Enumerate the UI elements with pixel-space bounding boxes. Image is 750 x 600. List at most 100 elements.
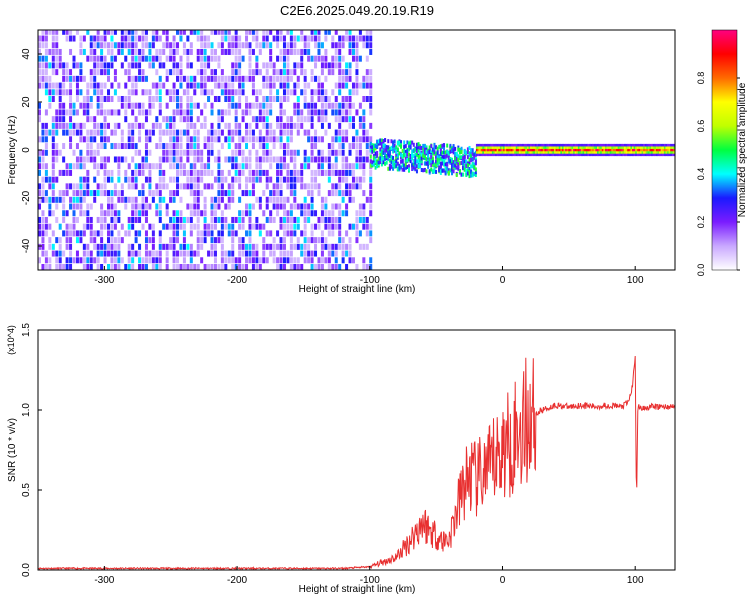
- heatmap-cell: [172, 223, 176, 230]
- heatmap-cell: [131, 48, 135, 55]
- heatmap-cell: [460, 172, 463, 177]
- heatmap-cell: [496, 143, 499, 147]
- heatmap-cell: [310, 30, 314, 35]
- heatmap-cell: [138, 203, 142, 210]
- heatmap-cell: [82, 75, 86, 82]
- heatmap-cell: [649, 146, 652, 149]
- heatmap-cell: [427, 162, 430, 167]
- heatmap-cell: [176, 136, 180, 143]
- heatmap-cell: [483, 151, 486, 154]
- heatmap-cell: [581, 151, 584, 154]
- heatmap-cell: [341, 35, 345, 42]
- heatmap-cell: [138, 69, 142, 76]
- heatmap-cell: [314, 109, 318, 116]
- heatmap-cell: [110, 257, 114, 264]
- heatmap-cell: [546, 151, 549, 154]
- heatmap-cell: [141, 163, 145, 170]
- heatmap-cell: [557, 151, 560, 154]
- heatmap-cell: [362, 176, 366, 183]
- heatmap-cell: [79, 257, 83, 264]
- heatmap-cell: [196, 216, 200, 223]
- heatmap-cell: [234, 48, 238, 55]
- heatmap-cell: [238, 89, 242, 96]
- heatmap-cell: [231, 230, 235, 237]
- heatmap-cell: [317, 163, 321, 170]
- heatmap-cell: [649, 148, 652, 152]
- heatmap-cell: [517, 151, 520, 154]
- heatmap-cell: [351, 42, 355, 49]
- heatmap-cell: [334, 109, 338, 116]
- heatmap-cell: [487, 148, 490, 152]
- heatmap-cell: [65, 243, 69, 250]
- heatmap-cell: [345, 116, 349, 123]
- heatmap-cell: [414, 164, 417, 169]
- heatmap-cell: [296, 102, 300, 109]
- heatmap-cell: [238, 237, 242, 244]
- heatmap-cell: [331, 216, 335, 223]
- heatmap-cell: [200, 48, 204, 55]
- heatmap-cell: [227, 129, 231, 136]
- heatmap-cell: [293, 82, 297, 89]
- heatmap-cell: [179, 69, 183, 76]
- heatmap-cell: [420, 146, 423, 151]
- heatmap-cell: [231, 62, 235, 69]
- heatmap-cell: [189, 203, 193, 210]
- heatmap-cell: [251, 48, 255, 55]
- heatmap-cell: [127, 264, 131, 270]
- heatmap-cell: [200, 55, 204, 62]
- heatmap-cell: [172, 122, 176, 129]
- heatmap-cell: [649, 153, 652, 157]
- heatmap-cell: [538, 148, 541, 152]
- heatmap-cell: [338, 116, 342, 123]
- heatmap-cell: [186, 55, 190, 62]
- heatmap-cell: [207, 62, 211, 69]
- heatmap-cell: [69, 136, 73, 143]
- heatmap-cell: [269, 102, 273, 109]
- heatmap-cell: [673, 143, 675, 147]
- heatmap-cell: [462, 156, 465, 161]
- heatmap-cell: [341, 257, 345, 264]
- heatmap-cell: [576, 143, 579, 147]
- heatmap-cell: [238, 42, 242, 49]
- heatmap-cell: [334, 30, 338, 35]
- heatmap-cell: [179, 129, 183, 136]
- heatmap-cell: [120, 183, 124, 190]
- heatmap-cell: [169, 176, 173, 183]
- heatmap-cell: [355, 237, 359, 244]
- heatmap-cell: [276, 176, 280, 183]
- spectrogram-y-tick-label: 40: [21, 48, 32, 60]
- heatmap-cell: [44, 89, 48, 96]
- heatmap-cell: [546, 143, 549, 147]
- heatmap-cell: [362, 169, 366, 176]
- heatmap-cell: [179, 82, 183, 89]
- heatmap-cell: [341, 176, 345, 183]
- heatmap-cell: [213, 243, 217, 250]
- heatmap-cell: [51, 35, 55, 42]
- heatmap-cell: [503, 143, 506, 147]
- heatmap-cell: [169, 122, 173, 129]
- heatmap-cell: [262, 62, 266, 69]
- heatmap-cell: [365, 75, 369, 82]
- heatmap-cell: [404, 158, 407, 163]
- heatmap-cell: [255, 35, 259, 42]
- heatmap-cell: [282, 55, 286, 62]
- heatmap-cell: [569, 153, 572, 157]
- heatmap-cell: [75, 62, 79, 69]
- heatmap-cell: [138, 136, 142, 143]
- heatmap-cell: [334, 156, 338, 163]
- heatmap-cell: [303, 230, 307, 237]
- heatmap-cell: [224, 250, 228, 257]
- heatmap-cell: [196, 102, 200, 109]
- heatmap-cell: [324, 237, 328, 244]
- heatmap-cell: [341, 69, 345, 76]
- heatmap-cell: [55, 48, 59, 55]
- heatmap-cell: [293, 190, 297, 197]
- heatmap-cell: [458, 161, 461, 166]
- heatmap-cell: [320, 89, 324, 96]
- heatmap-cell: [286, 143, 290, 150]
- heatmap-cell: [482, 151, 485, 154]
- heatmap-cell: [241, 116, 245, 123]
- heatmap-cell: [293, 122, 297, 129]
- heatmap-cell: [148, 176, 152, 183]
- heatmap-cell: [41, 230, 45, 237]
